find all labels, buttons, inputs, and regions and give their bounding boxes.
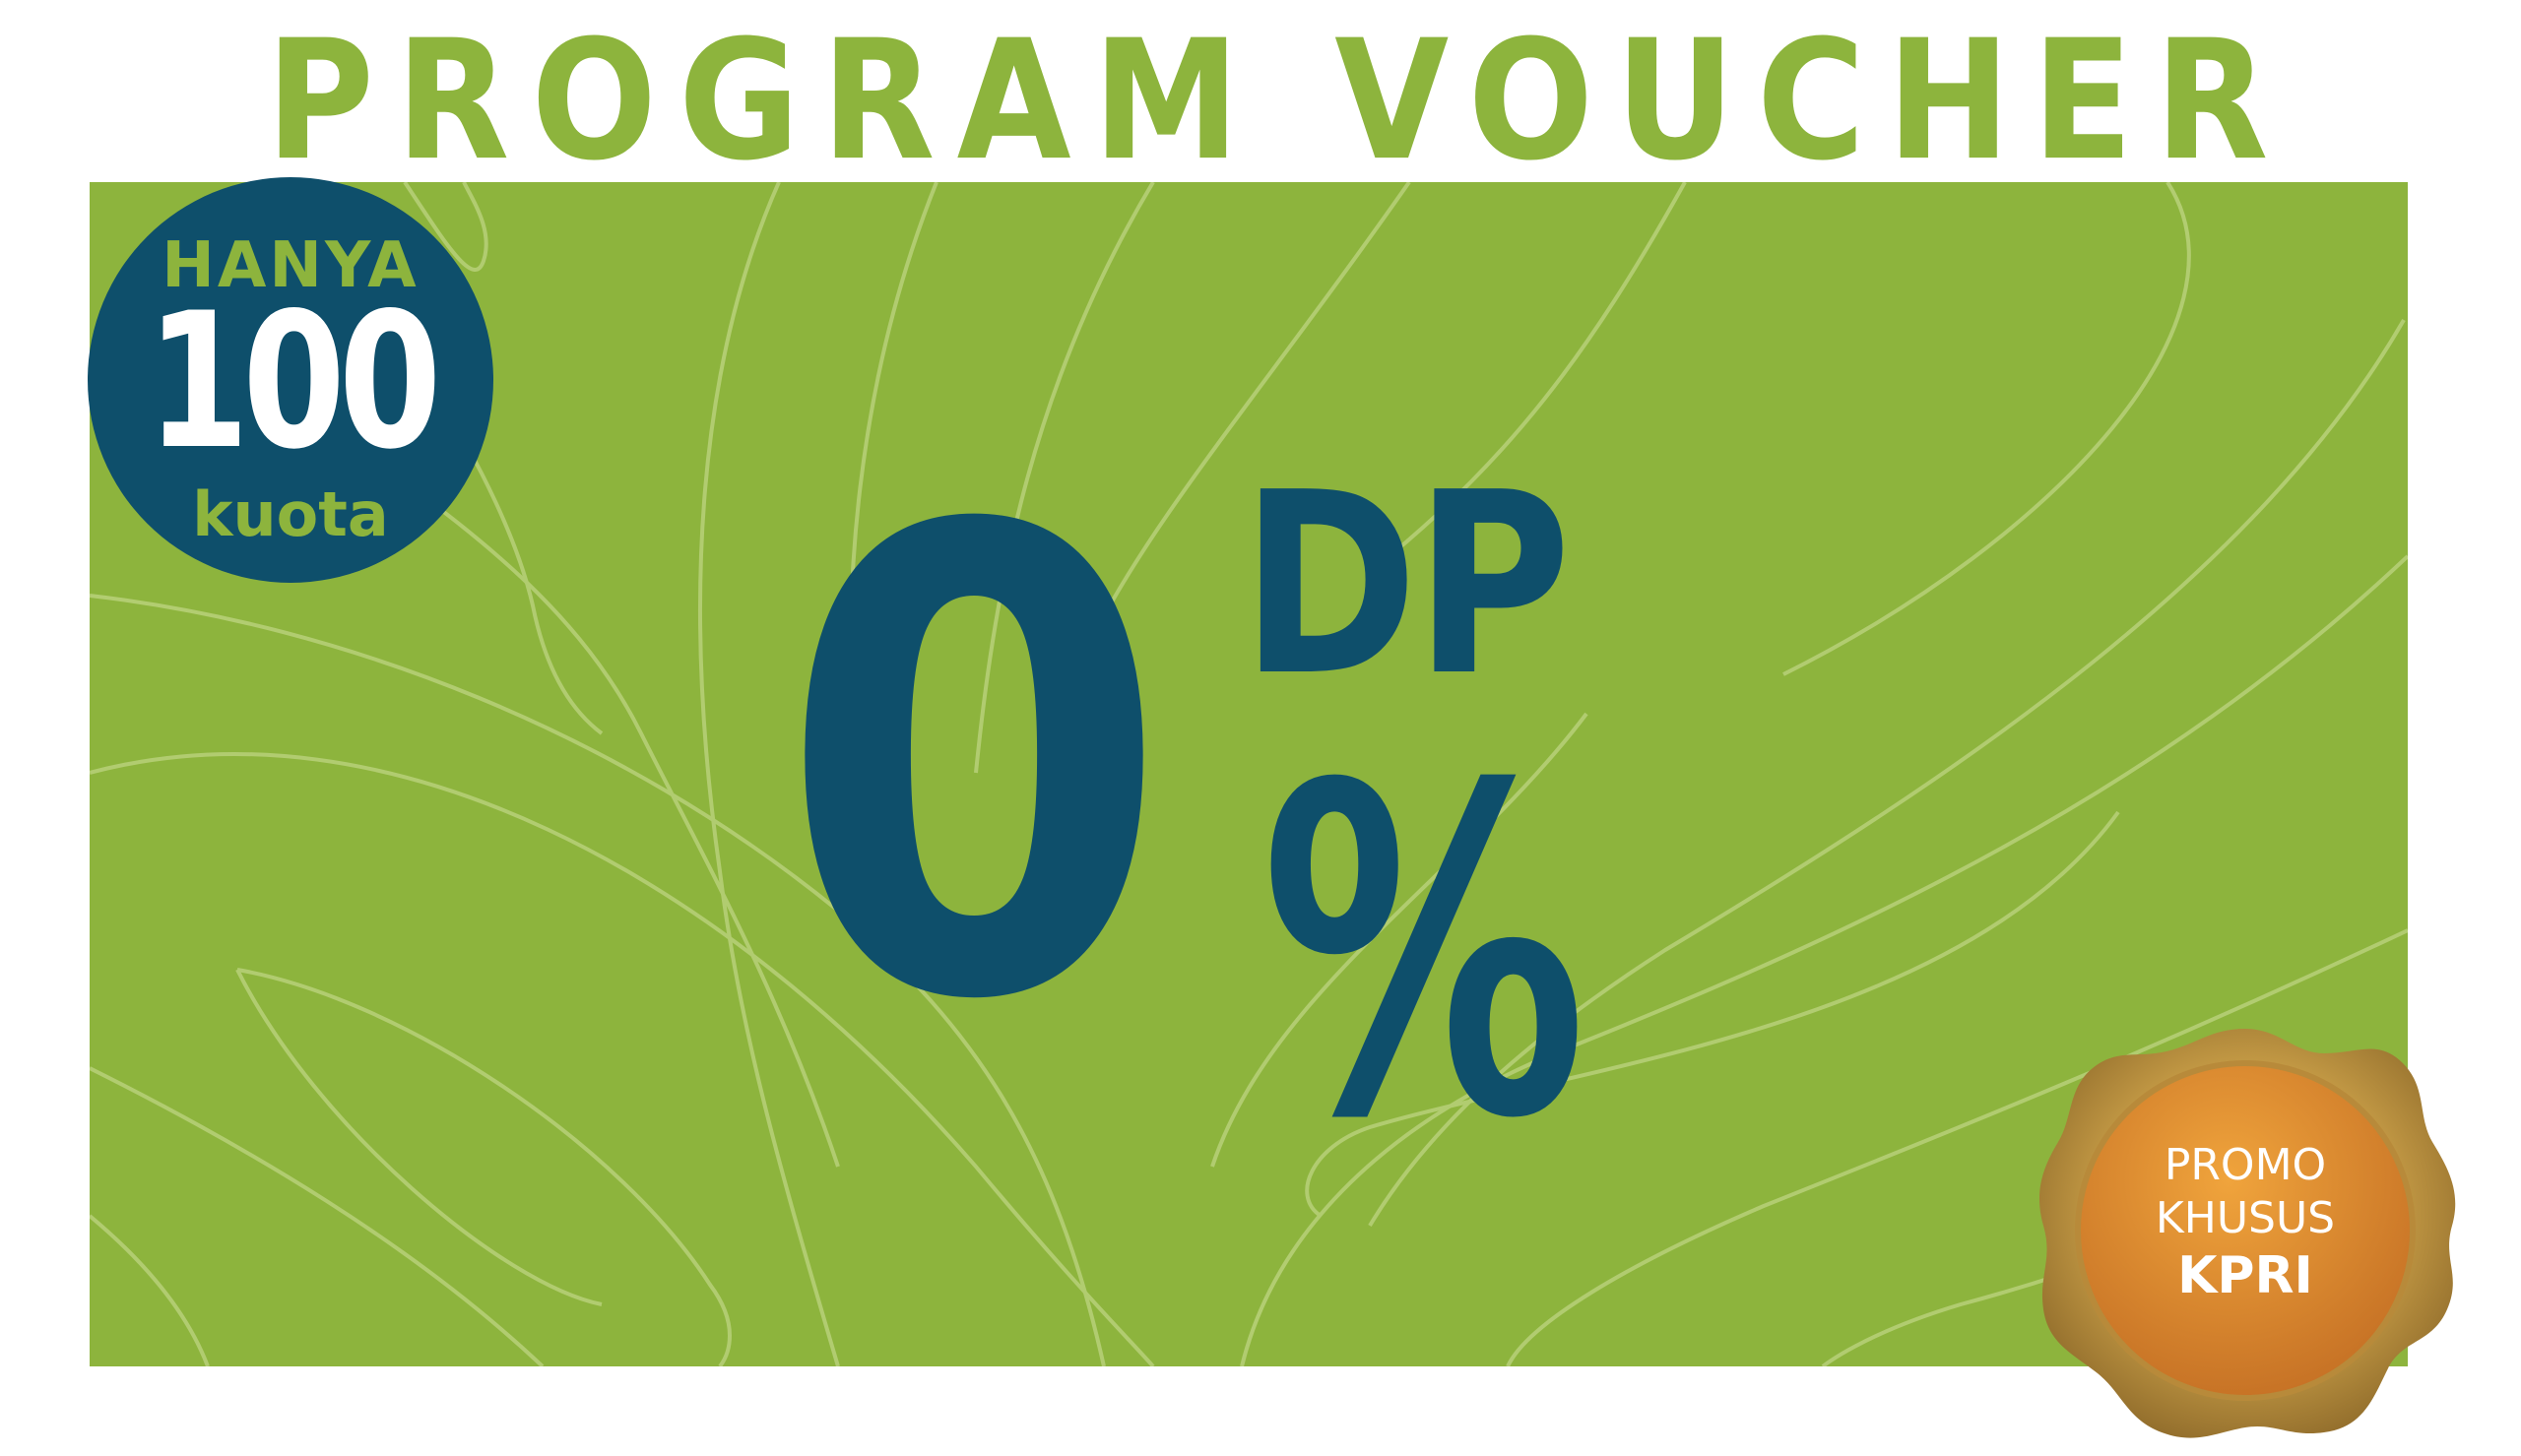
promo-line-3: KPRI <box>2177 1246 2313 1305</box>
seal-badge-icon <box>2038 1029 2456 1438</box>
quota-bottom-text: kuota <box>192 478 389 550</box>
quota-number: 100 <box>146 273 442 490</box>
promo-line-1: PROMO <box>2164 1140 2327 1190</box>
promo-line-2: KHUSUS <box>2155 1193 2336 1243</box>
offer-unit: % <box>1260 691 1587 1218</box>
offer-value: 0 <box>778 396 1171 1140</box>
quota-badge: HANYA 100 kuota <box>88 177 493 583</box>
voucher-title: PROGRAM VOUCHER <box>266 5 2291 198</box>
quota-top-text: HANYA <box>162 229 420 302</box>
offer-label: DP <box>1241 439 1571 731</box>
promo-seal: PROMO KHUSUS KPRI <box>2029 1024 2462 1447</box>
